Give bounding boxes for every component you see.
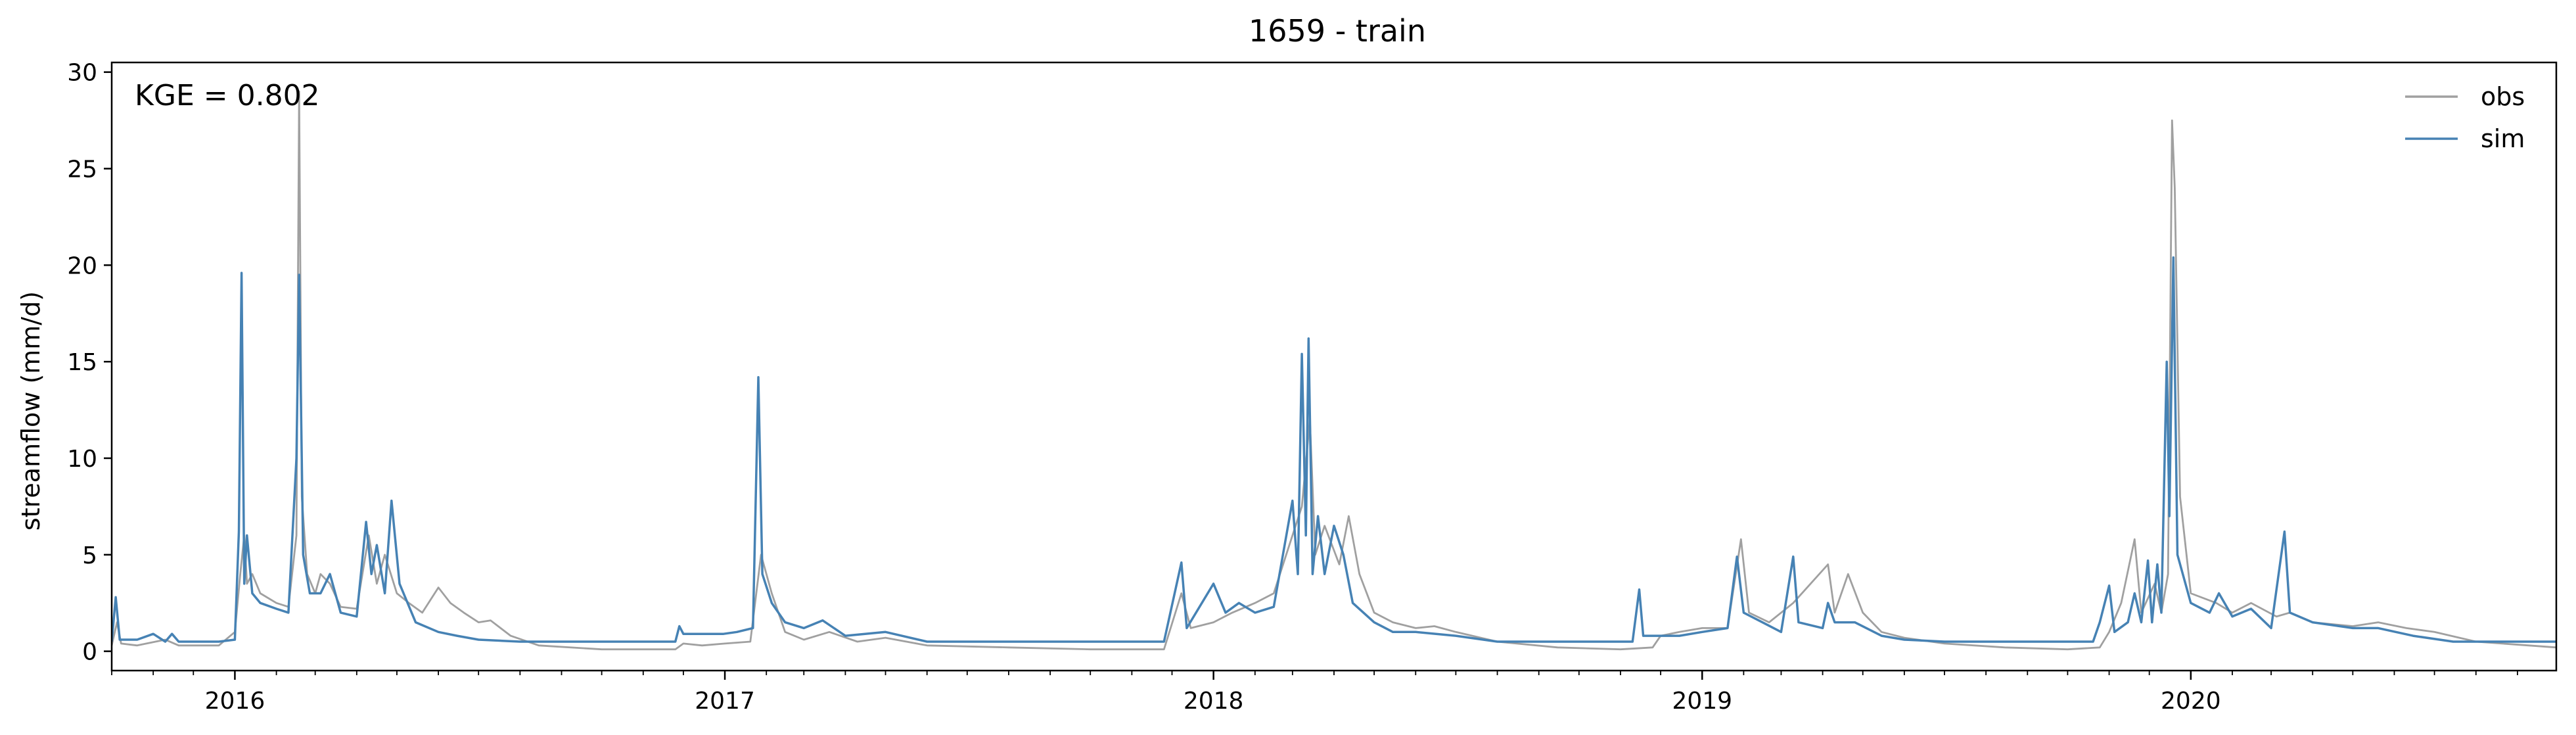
- y-tick-label: 10: [67, 446, 97, 473]
- y-tick-label: 0: [82, 639, 97, 666]
- series-line-sim: [112, 256, 2556, 643]
- x-tick-label: 2019: [1672, 688, 1732, 715]
- series-layer: [112, 90, 2556, 651]
- chart-title: 1659 - train: [1249, 13, 1426, 49]
- y-tick-label: 25: [67, 156, 97, 183]
- chart-legend: obs sim: [2405, 82, 2525, 153]
- legend-label-sim: sim: [2481, 124, 2525, 153]
- y-tick-label: 20: [67, 252, 97, 279]
- kge-annotation: KGE = 0.802: [135, 79, 320, 112]
- y-tick-label: 30: [67, 60, 97, 87]
- x-tick-label: 2017: [695, 688, 755, 715]
- legend-label-obs: obs: [2481, 82, 2525, 111]
- y-tick-label: 15: [67, 349, 97, 376]
- x-tick-label: 2020: [2161, 688, 2221, 715]
- y-axis-label: streamflow (mm/d): [16, 291, 45, 531]
- x-axis-ticks: 2016 2017 2018 2019 2020: [111, 671, 2518, 715]
- x-tick-label: 2016: [205, 688, 265, 715]
- series-line-obs: [112, 90, 2556, 651]
- y-axis-ticks: 0 5 10 15 20 25 30: [67, 60, 112, 666]
- y-tick-label: 5: [82, 542, 97, 569]
- plot-area: [110, 61, 2558, 672]
- x-tick-label: 2018: [1184, 688, 1244, 715]
